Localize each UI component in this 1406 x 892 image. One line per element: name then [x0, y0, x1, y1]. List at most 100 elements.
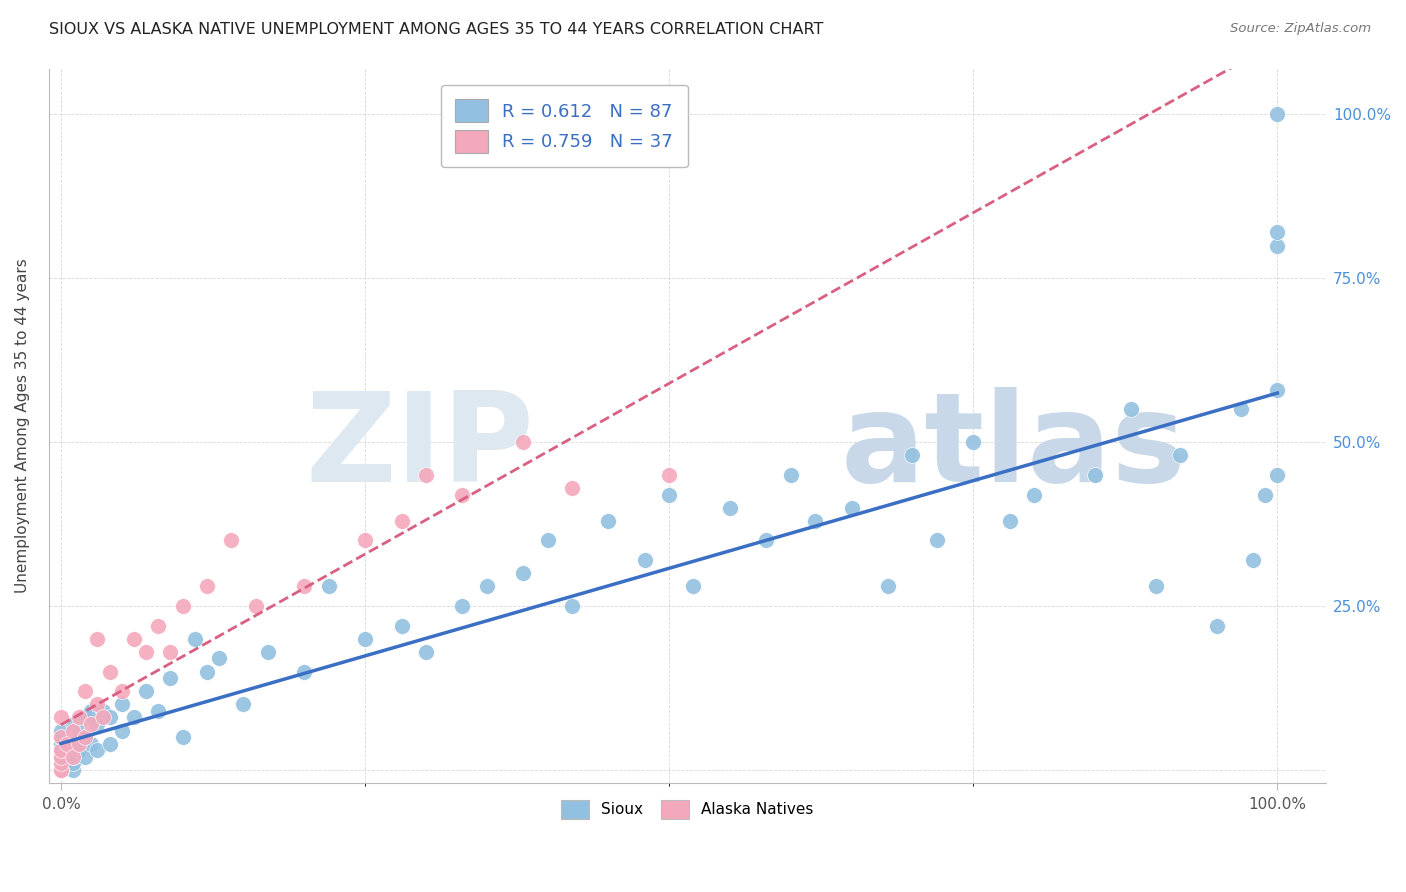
- Point: [318, 579, 340, 593]
- Point: [135, 684, 157, 698]
- Point: [98, 665, 121, 679]
- Point: [86, 698, 108, 712]
- Point: [901, 448, 924, 462]
- Point: [245, 599, 267, 613]
- Point: [62, 749, 84, 764]
- Point: [49, 763, 72, 777]
- Text: SIOUX VS ALASKA NATIVE UNEMPLOYMENT AMONG AGES 35 TO 44 YEARS CORRELATION CHART: SIOUX VS ALASKA NATIVE UNEMPLOYMENT AMON…: [49, 22, 824, 37]
- Point: [49, 756, 72, 771]
- Text: ZIP: ZIP: [305, 387, 534, 508]
- Point: [49, 756, 72, 771]
- Point: [195, 579, 218, 593]
- Point: [49, 749, 72, 764]
- Point: [98, 737, 121, 751]
- Point: [93, 704, 115, 718]
- Point: [1121, 402, 1143, 417]
- Point: [122, 710, 145, 724]
- Point: [172, 730, 194, 744]
- Point: [841, 500, 863, 515]
- Point: [475, 579, 498, 593]
- Point: [682, 579, 704, 593]
- Legend: Sioux, Alaska Natives: Sioux, Alaska Natives: [555, 794, 820, 825]
- Point: [1267, 226, 1289, 240]
- Point: [962, 435, 984, 450]
- Point: [75, 710, 97, 724]
- Point: [49, 763, 72, 777]
- Point: [49, 763, 72, 777]
- Point: [49, 763, 72, 777]
- Point: [49, 763, 72, 777]
- Point: [86, 743, 108, 757]
- Point: [1144, 579, 1167, 593]
- Point: [62, 737, 84, 751]
- Point: [391, 514, 413, 528]
- Point: [49, 723, 72, 738]
- Point: [804, 514, 827, 528]
- Point: [1230, 402, 1253, 417]
- Point: [148, 704, 170, 718]
- Point: [49, 763, 72, 777]
- Point: [561, 599, 583, 613]
- Point: [877, 579, 900, 593]
- Point: [219, 533, 242, 548]
- Point: [49, 763, 72, 777]
- Point: [62, 749, 84, 764]
- Point: [159, 671, 181, 685]
- Point: [111, 698, 134, 712]
- Point: [159, 645, 181, 659]
- Point: [658, 467, 681, 482]
- Point: [62, 723, 84, 738]
- Point: [49, 756, 72, 771]
- Point: [49, 763, 72, 777]
- Point: [49, 737, 72, 751]
- Point: [49, 763, 72, 777]
- Point: [1254, 487, 1277, 501]
- Point: [1267, 107, 1289, 121]
- Point: [718, 500, 741, 515]
- Point: [232, 698, 254, 712]
- Point: [98, 710, 121, 724]
- Point: [172, 599, 194, 613]
- Point: [49, 710, 72, 724]
- Point: [49, 730, 72, 744]
- Point: [451, 487, 474, 501]
- Point: [56, 737, 79, 751]
- Point: [86, 632, 108, 646]
- Point: [80, 737, 103, 751]
- Point: [183, 632, 205, 646]
- Point: [49, 763, 72, 777]
- Point: [391, 618, 413, 632]
- Point: [925, 533, 948, 548]
- Point: [292, 665, 315, 679]
- Point: [755, 533, 778, 548]
- Point: [49, 763, 72, 777]
- Point: [49, 730, 72, 744]
- Point: [256, 645, 278, 659]
- Point: [1267, 467, 1289, 482]
- Point: [122, 632, 145, 646]
- Point: [1267, 238, 1289, 252]
- Point: [779, 467, 801, 482]
- Point: [1241, 553, 1264, 567]
- Point: [1022, 487, 1045, 501]
- Point: [49, 763, 72, 777]
- Point: [292, 579, 315, 593]
- Point: [67, 737, 90, 751]
- Point: [1084, 467, 1107, 482]
- Y-axis label: Unemployment Among Ages 35 to 44 years: Unemployment Among Ages 35 to 44 years: [15, 259, 30, 593]
- Text: Source: ZipAtlas.com: Source: ZipAtlas.com: [1230, 22, 1371, 36]
- Point: [415, 467, 437, 482]
- Text: atlas: atlas: [841, 387, 1187, 508]
- Point: [111, 723, 134, 738]
- Point: [49, 749, 72, 764]
- Point: [634, 553, 657, 567]
- Point: [67, 710, 90, 724]
- Point: [49, 749, 72, 764]
- Point: [561, 481, 583, 495]
- Point: [49, 763, 72, 777]
- Point: [195, 665, 218, 679]
- Point: [658, 487, 681, 501]
- Point: [75, 730, 97, 744]
- Point: [415, 645, 437, 659]
- Point: [512, 435, 534, 450]
